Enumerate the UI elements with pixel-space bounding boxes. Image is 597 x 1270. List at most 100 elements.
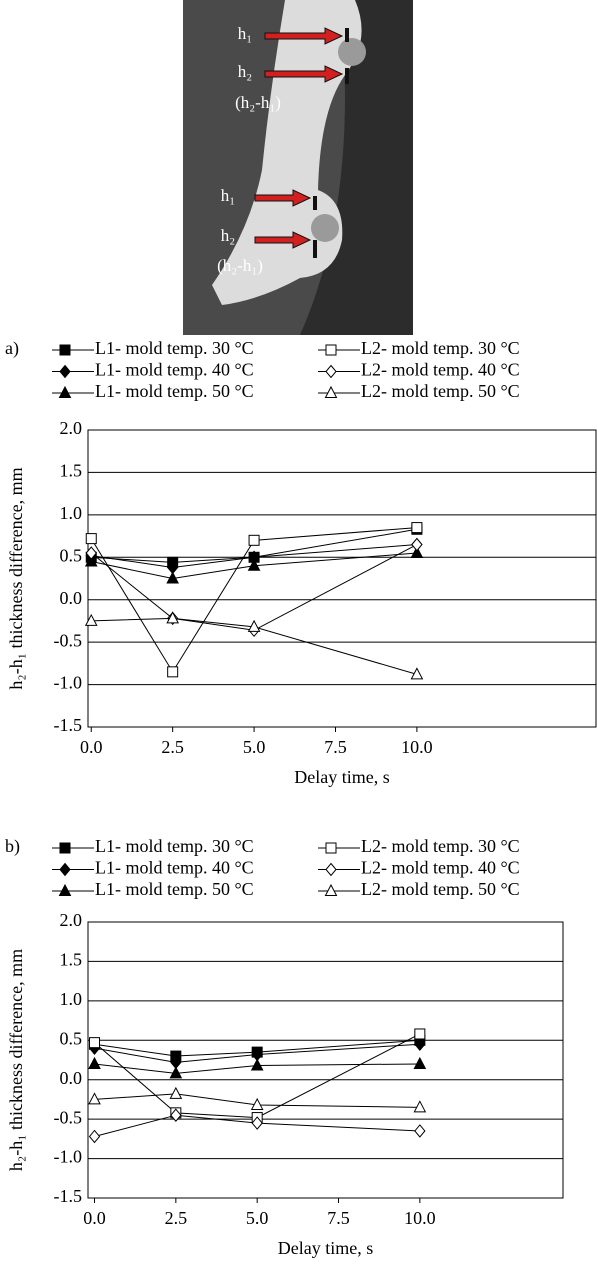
legend-marker [325,364,337,379]
x-tick-label: 0.0 [80,737,103,757]
series-line [91,528,417,563]
series-line [94,1063,420,1074]
legend-marker [324,883,338,896]
legend-label: L1- mold temp. 40 °C [95,360,254,380]
series-line [94,1093,420,1108]
plot-frame [87,921,564,1199]
legend-label: L2- mold temp. 30 °C [361,836,520,856]
y-tick-label: 2.0 [60,910,83,930]
series-line [90,527,417,673]
y-tick-label: -1.5 [54,1186,83,1206]
legend-marker [59,842,71,854]
marker [167,666,179,678]
series-line [94,1033,421,1119]
series-line [90,544,418,631]
marker [166,571,179,584]
photo-hole [338,38,366,66]
legend-marker [325,842,337,854]
marker [169,1066,183,1079]
marker [251,1116,263,1130]
marker [250,1097,264,1110]
legend-marker [59,364,71,379]
marker [84,554,98,567]
y-tick-label: -0.5 [54,1107,83,1127]
x-tick-label: 10.0 [404,1208,436,1228]
x-axis-label: Delay time, s [278,1238,373,1258]
marker [88,1056,101,1069]
marker [250,1058,264,1071]
y-tick-label: -1.5 [54,715,83,735]
marker [411,537,423,552]
series-line [91,544,417,568]
marker [410,545,424,559]
y-tick-label: 0.0 [60,1068,83,1088]
marker [413,1100,427,1113]
y-tick-label: 0.5 [60,545,83,565]
panel-label: a) [5,338,19,359]
photo: h₁ h₂ (h₂-h₁) h₁ h₂ (h₂-h₁) [183,0,413,335]
legend-label: L1- mold temp. 50 °C [95,879,254,899]
legend-marker [59,862,71,877]
y-tick-label: 0.5 [60,1028,83,1048]
panel-label: b) [5,836,20,857]
photo-label: h₁ [238,24,252,43]
photo-label: (h₂-h₁) [217,256,263,275]
marker [166,611,179,624]
legend-label: L2- mold temp. 30 °C [361,338,520,358]
x-tick-label: 5.0 [246,1208,269,1228]
y-axis-label: h₂-h₁ thickness difference, mm [6,467,26,689]
legend-marker [325,344,337,356]
y-tick-label: 1.0 [60,503,83,523]
legend-label: L1- mold temp. 30 °C [95,338,254,358]
series-line [91,617,418,675]
legend-marker [324,385,338,398]
marker [88,1092,101,1105]
legend-marker [58,385,72,398]
photo-label: h₂ [221,226,235,245]
marker [89,1037,101,1049]
marker [85,546,97,560]
y-tick-label: 0.0 [60,588,83,608]
x-axis-label: Delay time, s [294,767,389,787]
y-tick-label: -1.0 [54,673,83,693]
series-line [94,1114,420,1137]
y-tick-label: 2.0 [60,418,83,438]
y-tick-label: 1.5 [60,461,83,481]
y-tick-label: -1.0 [54,1147,83,1167]
legend-label: L1- mold temp. 40 °C [95,858,254,878]
x-tick-label: 2.5 [161,737,184,757]
photo-hole [311,214,339,242]
legend-marker [58,883,72,896]
photo-arrow [254,231,312,249]
plot-frame [87,429,597,728]
y-axis-label: h₂-h₁ thickness difference, mm [6,949,26,1171]
x-tick-label: 5.0 [243,737,266,757]
legend-label: L2- mold temp. 40 °C [361,360,520,380]
marker [88,1129,101,1144]
marker [411,522,423,534]
series-line [91,552,417,580]
x-tick-label: 10.0 [401,737,433,757]
legend-label: L2- mold temp. 50 °C [361,879,520,899]
legend-label: L2- mold temp. 50 °C [361,381,520,401]
marker [170,1108,182,1122]
photo-arrow [264,65,344,83]
x-tick-label: 7.5 [327,1208,350,1228]
photo-label: (h₂-h₁) [235,93,281,112]
marker [247,619,261,632]
photo-arrow [264,27,344,45]
x-tick-label: 0.0 [83,1208,106,1228]
legend-label: L1- mold temp. 30 °C [95,836,254,856]
legend-marker [59,344,71,356]
legend-marker [325,862,337,877]
y-tick-label: -0.5 [54,630,83,650]
series-line [94,1039,420,1057]
photo-label: h₁ [221,186,235,205]
marker [169,1086,183,1099]
marker [414,1124,426,1138]
y-tick-label: 1.0 [60,989,83,1009]
legend-label: L1- mold temp. 50 °C [95,381,254,401]
marker [413,1056,427,1069]
marker [85,533,97,545]
